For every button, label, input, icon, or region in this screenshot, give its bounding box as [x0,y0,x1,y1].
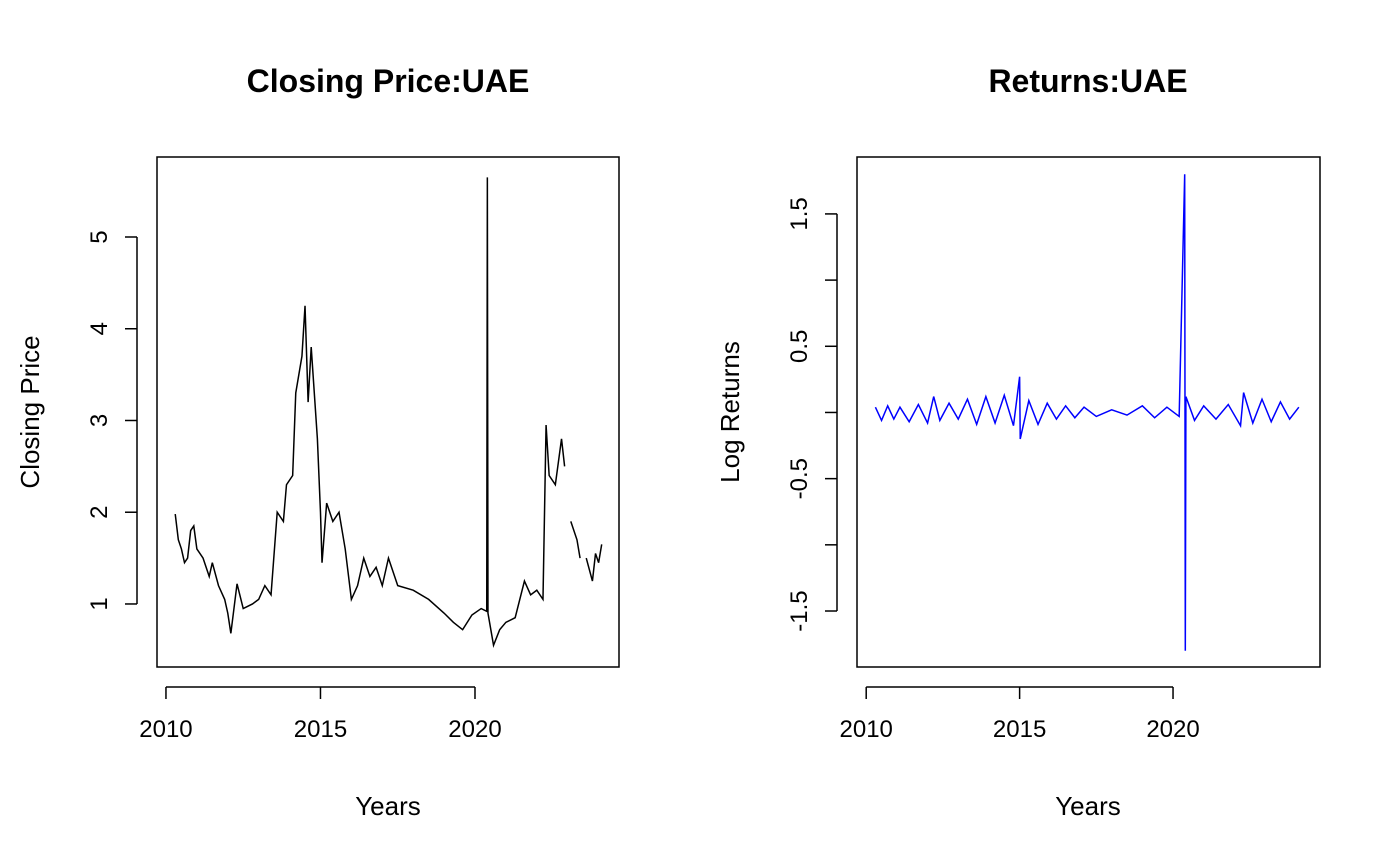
x-tick-label: 2020 [1146,716,1199,743]
y-axis-label: Closing Price [15,335,45,488]
x-tick-label: 2010 [840,716,893,743]
x-axis-label: Years [1055,791,1121,821]
plot-frame [156,156,620,668]
x-tick-label: 2010 [139,716,192,743]
y-tick-label: -0.5 [786,458,813,499]
y-tick-label: 1 [86,597,113,610]
y-tick-label: 5 [86,230,113,243]
y-tick-label: 2 [86,506,113,519]
data-line [874,174,1300,651]
chart-title: Closing Price:UAE [247,63,530,99]
x-axis-label: Years [355,791,421,821]
x-tick-label: 2015 [993,716,1046,743]
y-tick-label: -1.5 [786,590,813,631]
data-line [174,177,603,649]
y-axis-label: Log Returns [715,341,745,483]
y-tick-label: 4 [86,322,113,335]
y-tick-label: 1.5 [786,197,813,230]
chart-title: Returns:UAE [988,63,1187,99]
y-tick-label: 0.5 [786,330,813,363]
x-tick-label: 2020 [448,716,501,743]
plot-frame [856,156,1321,668]
y-tick-label: 3 [86,414,113,427]
x-tick-label: 2015 [294,716,347,743]
